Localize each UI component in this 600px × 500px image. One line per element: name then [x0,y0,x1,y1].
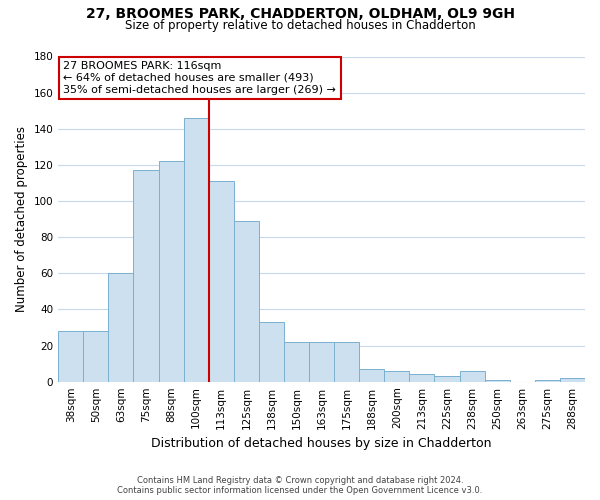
Bar [133,170,158,382]
Text: 27 BROOMES PARK: 116sqm
← 64% of detached houses are smaller (493)
35% of semi-d: 27 BROOMES PARK: 116sqm ← 64% of detache… [64,62,337,94]
Text: Contains HM Land Registry data © Crown copyright and database right 2024.
Contai: Contains HM Land Registry data © Crown c… [118,476,482,495]
Bar [259,322,284,382]
Bar [58,331,83,382]
Y-axis label: Number of detached properties: Number of detached properties [15,126,28,312]
X-axis label: Distribution of detached houses by size in Chadderton: Distribution of detached houses by size … [151,437,492,450]
Bar [560,378,585,382]
Bar [409,374,434,382]
Bar [535,380,560,382]
Bar [309,342,334,382]
Bar [109,274,133,382]
Bar [83,331,109,382]
Bar [209,181,234,382]
Bar [385,371,409,382]
Bar [485,380,510,382]
Bar [334,342,359,382]
Bar [460,371,485,382]
Text: 27, BROOMES PARK, CHADDERTON, OLDHAM, OL9 9GH: 27, BROOMES PARK, CHADDERTON, OLDHAM, OL… [86,8,515,22]
Text: Size of property relative to detached houses in Chadderton: Size of property relative to detached ho… [125,18,475,32]
Bar [434,376,460,382]
Bar [158,162,184,382]
Bar [284,342,309,382]
Bar [359,369,385,382]
Bar [184,118,209,382]
Bar [234,221,259,382]
